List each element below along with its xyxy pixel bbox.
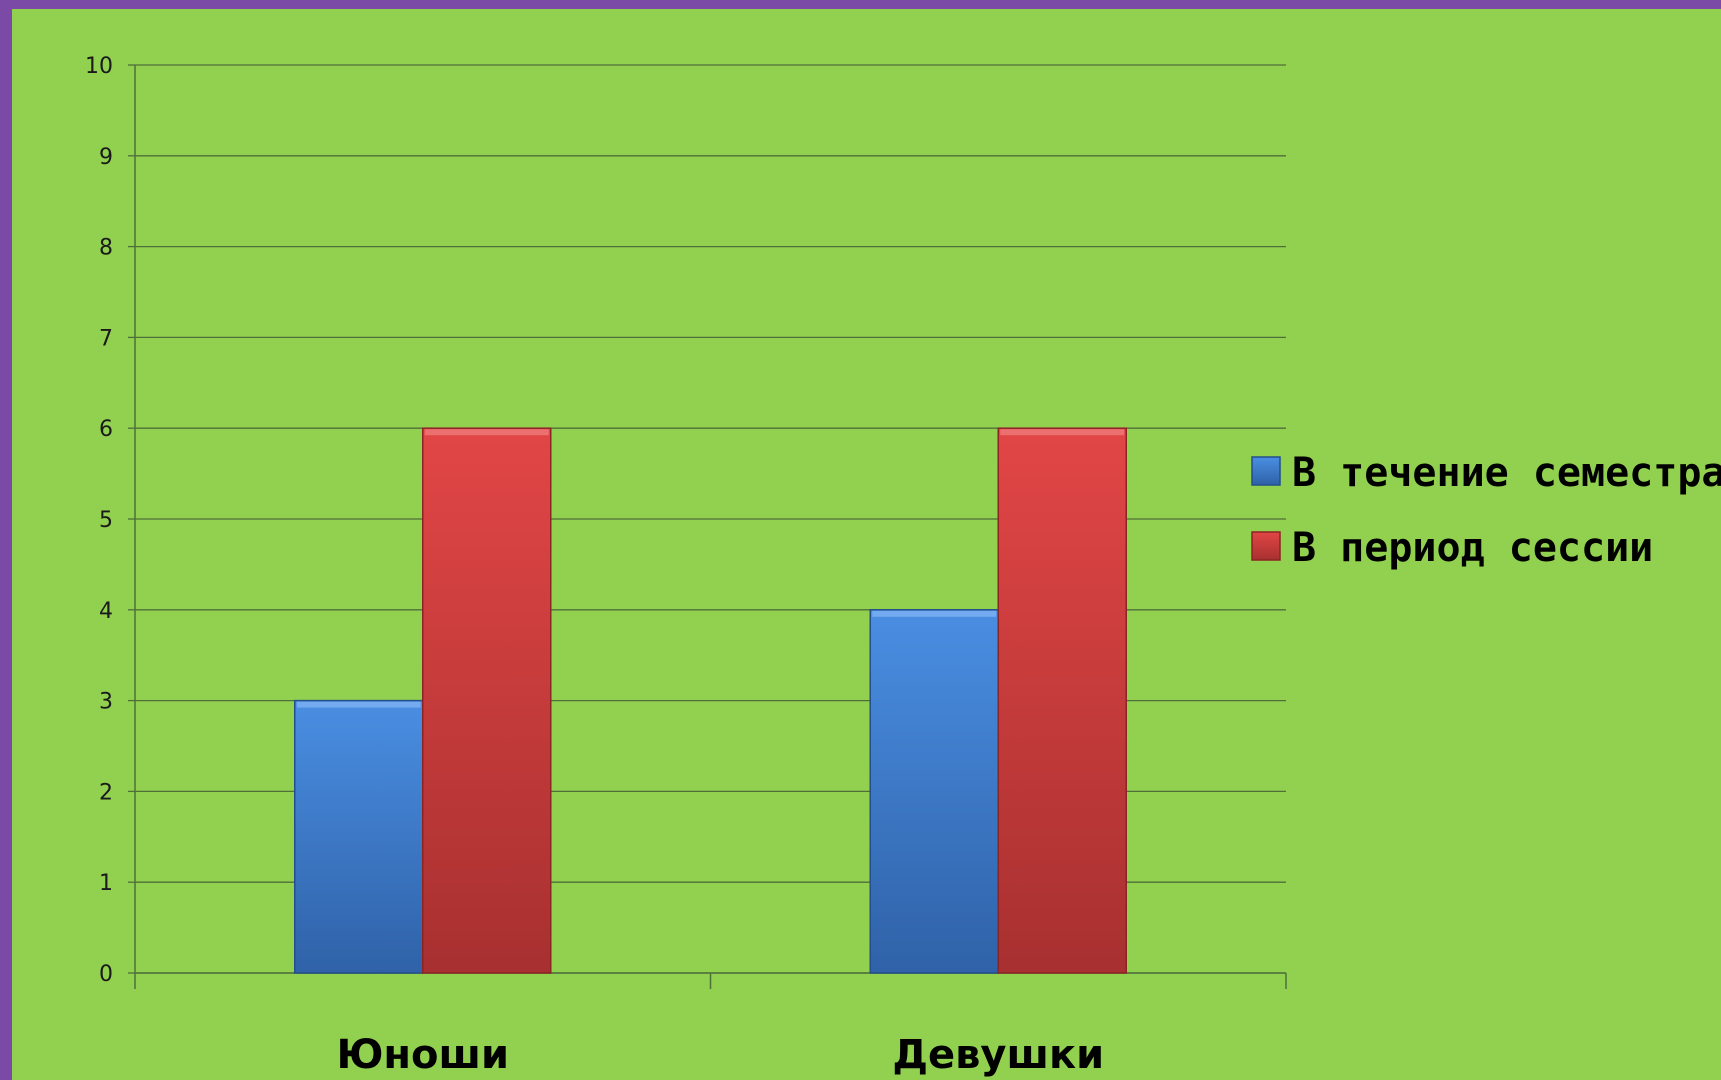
bar-session-boys [422,427,552,974]
legend-swatch-semester [1251,456,1281,486]
y-tick-label: 6 [99,417,113,442]
bar-session-girls [997,427,1127,974]
x-category-label: Девушки [892,1032,1104,1078]
x-category-label: Юноши [336,1032,509,1078]
bar-highlight [424,429,549,436]
y-tick-label: 10 [85,54,113,79]
y-tick-label: 4 [99,599,113,624]
y-tick-label: 2 [99,780,113,805]
y-tick-label: 1 [99,871,113,896]
y-tick-label: 5 [99,508,113,533]
y-tick-label: 8 [99,236,113,261]
bar-highlight [296,701,421,708]
y-tick-label: 3 [99,690,113,715]
bars [294,427,1127,974]
legend-label-semester: В течение семестра [1292,450,1721,496]
y-tick-label: 0 [99,962,113,987]
y-tick-label: 7 [99,326,113,351]
bar-semester-girls [869,609,999,974]
labels: 0 1 2 3 4 5 6 7 8 9 10 Юноши Девушки [85,54,1104,1078]
y-tick-label: 9 [99,145,113,170]
bar-highlight [1000,429,1125,436]
legend-swatch-session [1251,531,1281,561]
legend-label-session: В период сессии [1292,525,1653,571]
bar-highlight [872,610,997,617]
bar-semester-boys [294,699,424,974]
legend: В течение семестра В период сессии [1251,450,1721,571]
